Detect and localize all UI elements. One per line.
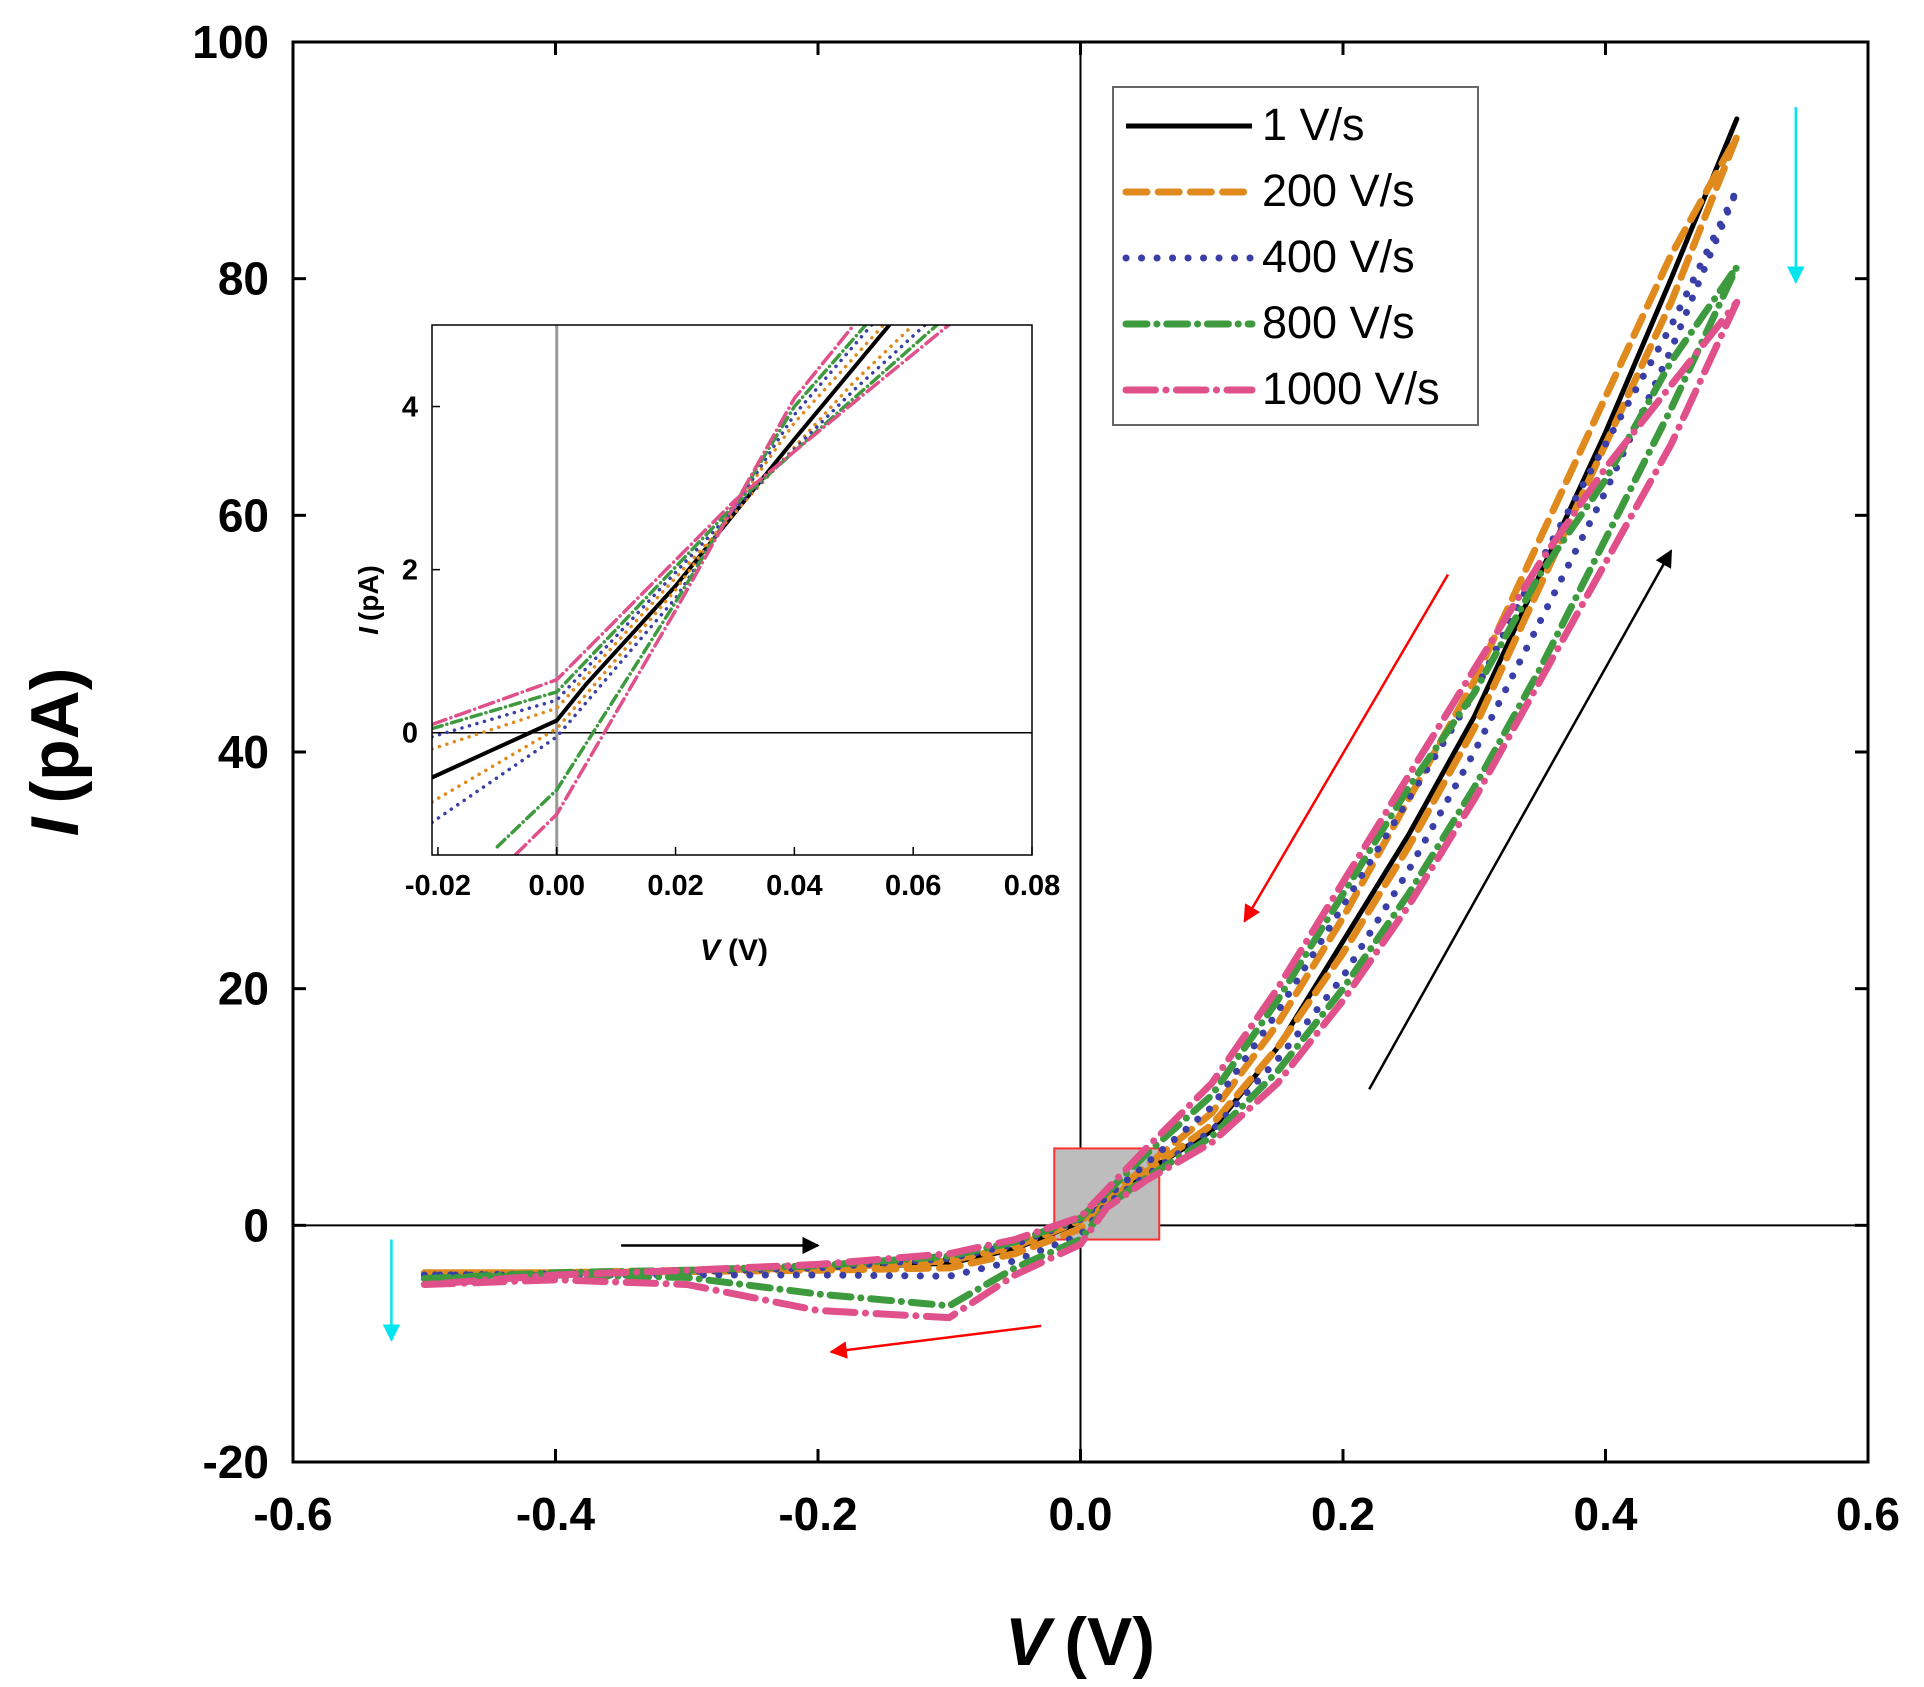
main-x-tick-label: 0.2 [1311,1488,1375,1540]
legend-label-4: 800 V/s [1262,297,1415,348]
main-x-tick-label: -0.4 [516,1488,596,1540]
main-y-tick-label: 60 [218,489,269,541]
inset-series-group [432,325,951,855]
main-y-axis-title: I (pA) [17,668,93,837]
inset-x-tick-label: -0.02 [405,870,471,902]
main-series-group [420,116,1741,1322]
main-x-axis-unit: (V) [1064,1604,1155,1680]
direction-arrow-3 [1243,573,1450,923]
inset-x-tick-label: 0.06 [885,870,941,902]
inset-series-3 [432,325,915,751]
main-y-axis-unit: (pA) [17,668,93,804]
legend-label-1: 1 V/s [1262,99,1365,150]
inset-x-axis-symbol: V [700,934,723,967]
inset-y-axis-symbol: I [353,626,384,635]
main-y-axis-symbol: I [17,815,93,836]
inset-series-6 [495,325,868,849]
main-series-5 [420,298,1741,1322]
main-arrows [382,107,1805,1359]
inset-y-axis-unit: (pA) [353,565,384,621]
main-y-tick-label: 80 [218,253,269,305]
inset-series-2 [432,325,886,804]
inset-x-axis-title: V (V) [700,934,768,967]
inset-x-axis-unit: (V) [728,934,768,967]
main-y-tick-label: 100 [192,16,269,68]
legend-label-5: 1000 V/s [1262,363,1440,414]
direction-arrow-4 [1368,549,1673,1090]
inset-x-tick-label: 0.00 [529,870,585,902]
legend-label-3: 400 V/s [1262,231,1415,282]
direction-arrow-2 [829,1324,1042,1359]
inset-x-tick-label: 0.08 [1004,870,1060,902]
inset-plot-frame [431,324,1033,856]
main-x-tick-label: 0.4 [1574,1488,1638,1540]
main-x-tick-label: -0.2 [778,1488,857,1540]
legend-swatches [1122,123,1256,394]
main-y-tick-label: 0 [243,1199,269,1251]
inset-series-8 [513,325,856,855]
legend-label-2: 200 V/s [1262,165,1415,216]
inset-series-4 [432,325,874,825]
inset-series-1 [432,325,892,780]
legend: 1 V/s 200 V/s 400 V/s 800 V/s 1000 V/s [1112,86,1479,426]
main-y-tick-label: 20 [218,963,269,1015]
main-x-tick-label: 0.0 [1049,1488,1113,1540]
main-x-axis-symbol: V [1005,1604,1056,1680]
inset-series-5 [432,325,927,739]
inset-background [432,325,1032,855]
main-x-tick-label: -0.6 [253,1488,332,1540]
inset-series-9 [432,325,951,727]
inset-y-tick-label: 2 [402,555,418,587]
inset-ticks: -0.02 0.00 0.02 0.04 0.06 0.08 0 2 4 [402,392,1060,902]
inset-y-tick-label: 0 [402,718,418,750]
inset-x-tick-label: 0.02 [647,870,703,902]
inset-x-tick-label: 0.04 [766,870,822,902]
inset-y-axis-title: I (pA) [353,565,384,635]
main-x-axis-title: V (V) [1005,1604,1155,1680]
main-y-tick-label: -20 [203,1436,269,1488]
main-x-tick-label: 0.6 [1836,1488,1900,1540]
main-y-tick-label: 40 [218,726,269,778]
inset-y-tick-label: 4 [402,392,418,424]
